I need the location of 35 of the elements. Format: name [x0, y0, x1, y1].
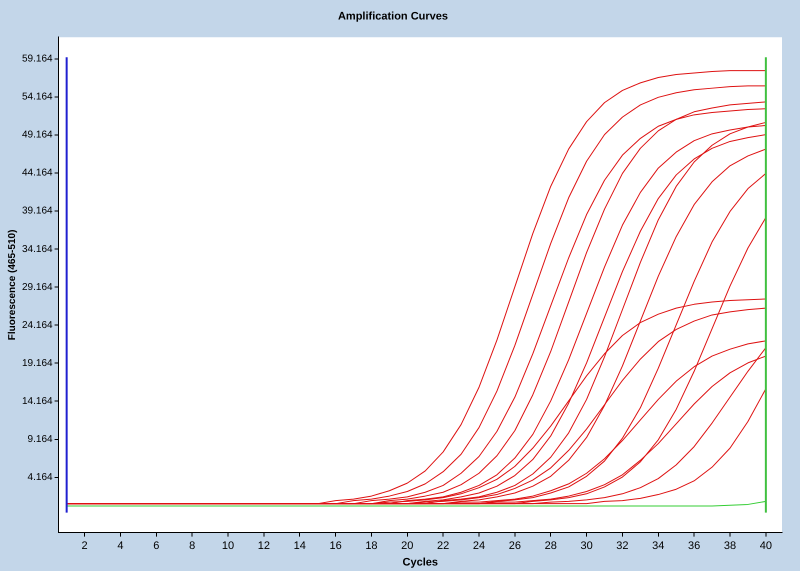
- y-tick-label: 44.164: [22, 168, 54, 179]
- x-tick-label: 18: [365, 540, 378, 552]
- x-tick-label: 16: [329, 540, 342, 552]
- x-tick-label: 26: [508, 540, 521, 552]
- x-tick-label: 28: [544, 540, 557, 552]
- x-tick-label: 36: [688, 540, 700, 552]
- y-tick-label: 14.164: [22, 396, 54, 407]
- x-tick-label: 38: [724, 540, 736, 552]
- x-tick-label: 12: [258, 540, 270, 552]
- x-tick-label: 20: [401, 540, 414, 552]
- x-tick-label: 22: [437, 540, 450, 552]
- y-tick-label: 29.164: [22, 282, 54, 293]
- x-tick-label: 2: [82, 540, 88, 552]
- x-tick-label: 32: [616, 540, 629, 552]
- y-tick-label: 34.164: [22, 244, 54, 255]
- y-tick-label: 24.164: [22, 320, 54, 331]
- y-axis-title: Fluorescence (465-510): [6, 230, 18, 340]
- x-axis-title: Cycles: [402, 556, 438, 568]
- x-tick-label: 34: [652, 540, 664, 552]
- y-tick-label: 4.164: [28, 472, 54, 484]
- x-tick-label: 30: [580, 540, 593, 552]
- y-tick-label: 39.164: [22, 206, 54, 217]
- y-tick-label: 19.164: [22, 358, 54, 369]
- y-tick-label: 59.164: [22, 54, 54, 65]
- x-tick-label: 24: [472, 540, 486, 552]
- y-tick-label: 9.164: [28, 434, 54, 446]
- x-tick-label: 8: [189, 540, 196, 552]
- x-tick-label: 40: [760, 540, 772, 552]
- y-tick-label: 49.164: [22, 130, 54, 141]
- y-tick-label: 54.164: [22, 92, 54, 103]
- x-tick-label: 6: [153, 540, 160, 552]
- x-tick-label: 4: [117, 540, 124, 552]
- x-tick-label: 10: [222, 540, 234, 552]
- chart-title: Amplification Curves: [338, 10, 448, 23]
- x-tick-label: 14: [294, 540, 306, 552]
